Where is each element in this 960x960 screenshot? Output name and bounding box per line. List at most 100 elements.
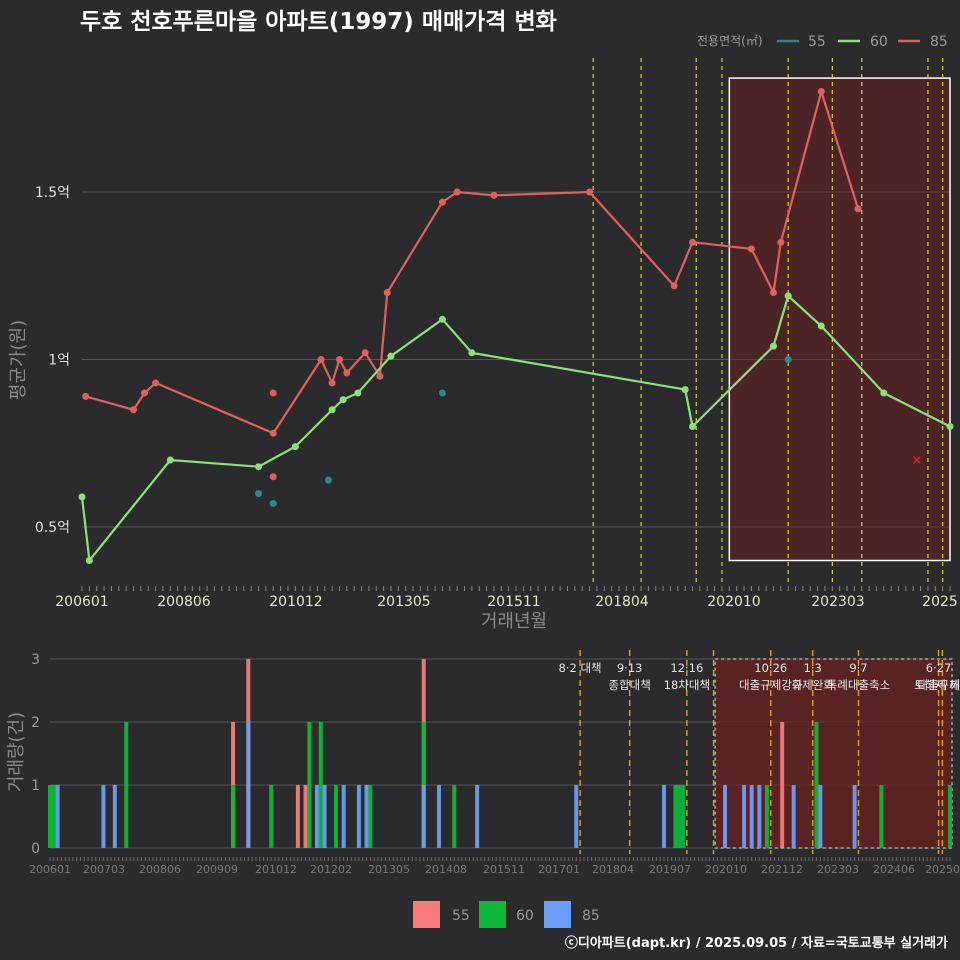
scatter-point-55 <box>324 476 332 484</box>
policy-annotation: 18차대책 <box>664 678 710 692</box>
data-point-60 <box>339 396 347 404</box>
volume-y-tick: 3 <box>31 652 40 668</box>
policy-annotation: 9·13 <box>617 661 643 675</box>
credit-text: ⓒ디아파트(dapt.kr) / 2025.09.05 / 자료=국토교통부 실… <box>565 935 948 951</box>
data-point-85 <box>317 356 325 363</box>
volume-bar-55 <box>295 785 300 848</box>
volume-bar-60 <box>269 785 274 848</box>
data-point-85 <box>376 372 384 380</box>
data-point-60 <box>166 456 174 464</box>
volume-bar-60 <box>673 785 678 848</box>
volume-x-tick-label: 202010 <box>705 863 747 876</box>
volume-bar-85 <box>436 785 441 848</box>
data-point-85 <box>383 289 391 296</box>
data-point-85 <box>361 349 369 357</box>
y-tick-label: 0.5억 <box>35 520 70 536</box>
scatter-point-55 <box>269 500 277 508</box>
data-point-60 <box>354 389 362 397</box>
volume-bar-85 <box>356 785 361 848</box>
volume-x-tick-label: 201408 <box>425 863 467 876</box>
volume-bar-85 <box>661 785 666 848</box>
volume-bar-60 <box>51 785 56 848</box>
volume-legend-swatch-55 <box>413 901 440 928</box>
policy-annotation: 8·2 대책 <box>559 661 602 675</box>
policy-annotation: 12·16 <box>670 661 703 675</box>
data-point-85 <box>129 406 137 414</box>
scatter-point-85 <box>269 389 277 397</box>
legend-label-85: 85 <box>930 34 948 50</box>
volume-bar-60 <box>318 722 323 848</box>
volume-bar-60 <box>307 722 312 848</box>
x-tick-label: 200806 <box>157 594 211 610</box>
data-point-85 <box>777 238 785 246</box>
marker-x <box>912 455 921 465</box>
volume-x-tick-label: 200601 <box>29 863 71 876</box>
highlight-region <box>728 77 951 562</box>
data-point-85 <box>152 379 160 387</box>
volume-bar-85 <box>749 785 754 848</box>
y-axis-title: 평균가(원) <box>8 320 29 400</box>
volume-x-tick-label: 200909 <box>196 863 238 876</box>
data-point-85 <box>343 369 351 377</box>
x-tick-label: 201012 <box>269 594 322 610</box>
volume-bar-85 <box>723 785 727 848</box>
volume-y-tick: 0 <box>31 841 40 857</box>
volume-legend: 55 60 85 <box>413 901 600 928</box>
chart-title: 두호 천호푸른마을 아파트(1997) 매매가격 변화 <box>80 9 557 35</box>
data-point-60 <box>689 423 697 430</box>
data-point-85 <box>82 392 90 400</box>
data-point-85 <box>670 282 678 290</box>
volume-bar-85 <box>757 785 762 848</box>
volume-bar-85 <box>246 722 251 848</box>
volume-x-tick-label: 202406 <box>873 863 915 876</box>
data-point-60 <box>784 292 792 300</box>
volume-x-tick-label: 201012 <box>255 863 297 876</box>
volume-bar-60 <box>814 722 819 848</box>
data-point-60 <box>387 352 395 360</box>
volume-bar-85 <box>742 785 747 848</box>
policy-annotation: 대출규제강화 <box>739 678 803 692</box>
volume-bar-60 <box>452 785 457 848</box>
policy-annotation: 규제완화 <box>792 678 835 692</box>
volume-x-tick-label: 200703 <box>83 863 125 876</box>
volume-bar-85 <box>475 785 480 848</box>
data-point-85 <box>141 389 149 397</box>
data-point-60 <box>78 493 86 501</box>
volume-bar-60 <box>879 785 884 848</box>
x-axis-title: 거래년월 <box>481 611 547 632</box>
volume-bar-85 <box>341 785 346 848</box>
data-point-85 <box>438 198 446 206</box>
legend-title: 전용면적(㎡) <box>697 34 763 48</box>
x-tick-label: 200601 <box>55 594 108 610</box>
scatter-point-85 <box>269 473 277 481</box>
x-tick-label: 202010 <box>707 594 760 610</box>
volume-bar-85 <box>791 785 796 848</box>
scatter-point-55 <box>784 356 792 363</box>
policy-annotation: 6·27 <box>926 661 952 675</box>
volume-bar-60 <box>368 785 373 848</box>
volume-x-tick-label: 201701 <box>538 863 580 876</box>
volume-x-tick-label: 201305 <box>368 863 410 876</box>
series-line-60 <box>80 293 951 564</box>
data-point-60 <box>438 315 446 323</box>
volume-x-tick-label: 201511 <box>483 863 525 876</box>
data-point-85 <box>586 188 594 196</box>
data-point-85 <box>817 88 825 95</box>
volume-y-tick: 1 <box>31 778 40 794</box>
policy-annotation: 대출규제 <box>917 678 959 692</box>
volume-x-tick-label: 201804 <box>592 863 634 876</box>
data-point-85 <box>269 429 277 437</box>
legend: 전용면적(㎡) 55 60 85 <box>697 34 948 50</box>
data-point-60 <box>328 406 336 414</box>
volume-x-tick-label: 202303 <box>817 863 859 876</box>
data-point-85 <box>335 356 343 363</box>
policy-annotation: 10·26 <box>754 661 787 675</box>
volume-legend-swatch-60 <box>479 901 506 928</box>
price-chart: 0.5억 1억 1.5억 200601 200806 201012 201305 20151… <box>8 58 958 632</box>
volume-bar-85 <box>574 785 579 848</box>
data-point-60 <box>946 423 954 430</box>
policy-annotation: 종합대책 <box>608 678 650 692</box>
data-point-60 <box>85 557 93 564</box>
